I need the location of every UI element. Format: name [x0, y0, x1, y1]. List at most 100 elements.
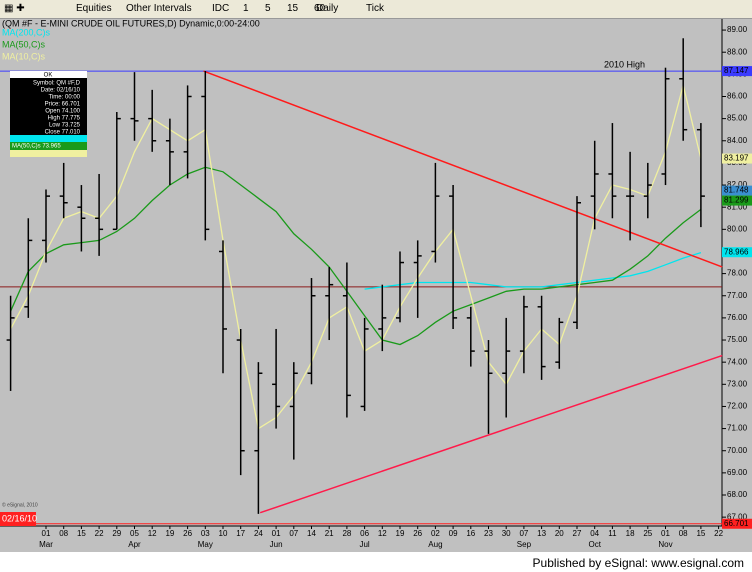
- x-tick-label: 08: [679, 529, 688, 538]
- price-marker: [722, 518, 752, 529]
- x-tick-label: 03: [201, 529, 210, 538]
- info-box: OK MA(50,C)s 73.965 Symbol: QM #F,DDate:…: [10, 71, 87, 157]
- month-label: Mar: [39, 540, 53, 549]
- info-box-ma200: [10, 135, 87, 142]
- toolbar-button[interactable]: 15: [287, 3, 299, 14]
- x-tick-label: 16: [466, 529, 475, 538]
- x-tick-label: 04: [590, 529, 599, 538]
- toolbar-button[interactable]: 1: [243, 3, 249, 14]
- x-tick-label: 07: [289, 529, 298, 538]
- info-box-ma50-bg: [10, 142, 87, 150]
- footer: Published by eSignal: www.esignal.com: [532, 556, 744, 570]
- x-tick-label: 08: [59, 529, 68, 538]
- x-tick-label: 22: [95, 529, 104, 538]
- x-tick-label: 26: [413, 529, 422, 538]
- month-label: Apr: [128, 540, 141, 549]
- y-tick-label: 86.00: [727, 92, 748, 101]
- x-tick-label: 01: [272, 529, 281, 538]
- x-tick-label: 20: [555, 529, 564, 538]
- x-tick-label: 10: [219, 529, 228, 538]
- info-row: High 77.775: [48, 116, 81, 122]
- x-tick-label: 19: [396, 529, 405, 538]
- toolbar-button[interactable]: Tick: [366, 3, 384, 14]
- price-marker: [722, 195, 752, 206]
- price-marker-label: 87.147: [724, 66, 749, 75]
- y-tick-label: 71.00: [727, 424, 748, 433]
- toolbar-button[interactable]: Other Intervals: [126, 3, 192, 14]
- info-row: Date: 02/16/10: [41, 88, 81, 94]
- toolbar-button[interactable]: 5: [265, 3, 271, 14]
- y-tick-label: 75.00: [727, 335, 748, 344]
- toolbar-button[interactable]: Equities: [76, 3, 112, 14]
- info-row: Symbol: QM #F,D: [33, 81, 81, 87]
- time-axis: [0, 526, 722, 552]
- x-tick-label: 05: [130, 529, 139, 538]
- x-tick-label: 15: [696, 529, 705, 538]
- x-tick-label: 18: [626, 529, 635, 538]
- month-label: Oct: [588, 540, 601, 549]
- month-label: Jul: [359, 540, 369, 549]
- month-label: May: [198, 540, 213, 549]
- y-tick-label: 81.00: [727, 202, 748, 211]
- info-box-header-bg: [10, 71, 87, 78]
- toolbar: ▦ ✚ Equities Other Intervals IDC 1 5 15 …: [0, 0, 752, 19]
- x-tick-label: 12: [148, 529, 157, 538]
- x-tick-label: 17: [236, 529, 245, 538]
- x-tick-label: 22: [714, 529, 723, 538]
- info-row: Open 74.100: [45, 109, 80, 115]
- month-label: Sep: [517, 540, 532, 549]
- y-tick-label: 80.00: [727, 224, 748, 233]
- moving-average: [10, 85, 702, 430]
- y-tick-label: 73.00: [727, 379, 748, 388]
- price-marker-label: 81.748: [724, 186, 749, 195]
- price-marker: [722, 185, 752, 196]
- y-tick-label: 85.00: [727, 114, 748, 123]
- month-label: Nov: [658, 540, 672, 549]
- x-tick-label: 07: [519, 529, 528, 538]
- x-tick-label: 21: [325, 529, 334, 538]
- x-tick-label: 23: [484, 529, 493, 538]
- price-marker-label: 78.966: [724, 247, 749, 256]
- info-row: Low 73.725: [49, 123, 81, 129]
- toolbar-button[interactable]: Daily: [316, 3, 339, 14]
- price-marker: [722, 153, 752, 164]
- legend-entry: MA(50,C)s: [2, 39, 46, 49]
- month-label: Jun: [270, 540, 283, 549]
- y-tick-label: 77.00: [727, 291, 748, 300]
- info-box-header: OK: [44, 73, 53, 79]
- plot-area: [0, 19, 722, 526]
- info-row: Price: 66.701: [45, 102, 81, 108]
- x-tick-label: 19: [165, 529, 174, 538]
- x-tick-label: 28: [342, 529, 351, 538]
- price-marker-label: 83.197: [724, 154, 749, 163]
- x-tick-label: 01: [661, 529, 670, 538]
- price-marker: [722, 66, 752, 77]
- toolbar-button[interactable]: IDC: [212, 3, 230, 14]
- price-axis: [722, 19, 752, 552]
- annotation: 2010 High: [604, 59, 645, 69]
- info-row: Close 77.010: [45, 130, 81, 136]
- month-label: Aug: [428, 540, 442, 549]
- x-tick-label: 24: [254, 529, 263, 538]
- x-tick-label: 27: [573, 529, 582, 538]
- trendline: [259, 354, 723, 514]
- x-tick-label: 15: [77, 529, 86, 538]
- moving-average: [364, 251, 702, 290]
- info-box-ma10: [10, 150, 87, 157]
- y-tick-label: 74.00: [727, 357, 748, 366]
- x-tick-label: 26: [183, 529, 192, 538]
- chart-title: (QM #F - E-MINI CRUDE OIL FUTURES,D) Dyn…: [2, 18, 260, 28]
- y-tick-label: 78.00: [727, 269, 748, 278]
- y-tick-label: 89.00: [727, 25, 748, 34]
- icon[interactable]: ▦ ✚: [4, 3, 25, 14]
- chart: (QM #F - E-MINI CRUDE OIL FUTURES,D) Dyn…: [0, 18, 752, 552]
- y-tick-label: 67.00: [727, 512, 748, 521]
- toolbar-button[interactable]: 60: [314, 3, 326, 14]
- price-marker-label: 66.701: [724, 519, 749, 528]
- x-tick-label: 30: [502, 529, 511, 538]
- start-date-box: [0, 512, 36, 526]
- y-tick-label: 72.00: [727, 402, 748, 411]
- info-row: Time: 00:00: [49, 95, 81, 101]
- y-tick-label: 76.00: [727, 313, 748, 322]
